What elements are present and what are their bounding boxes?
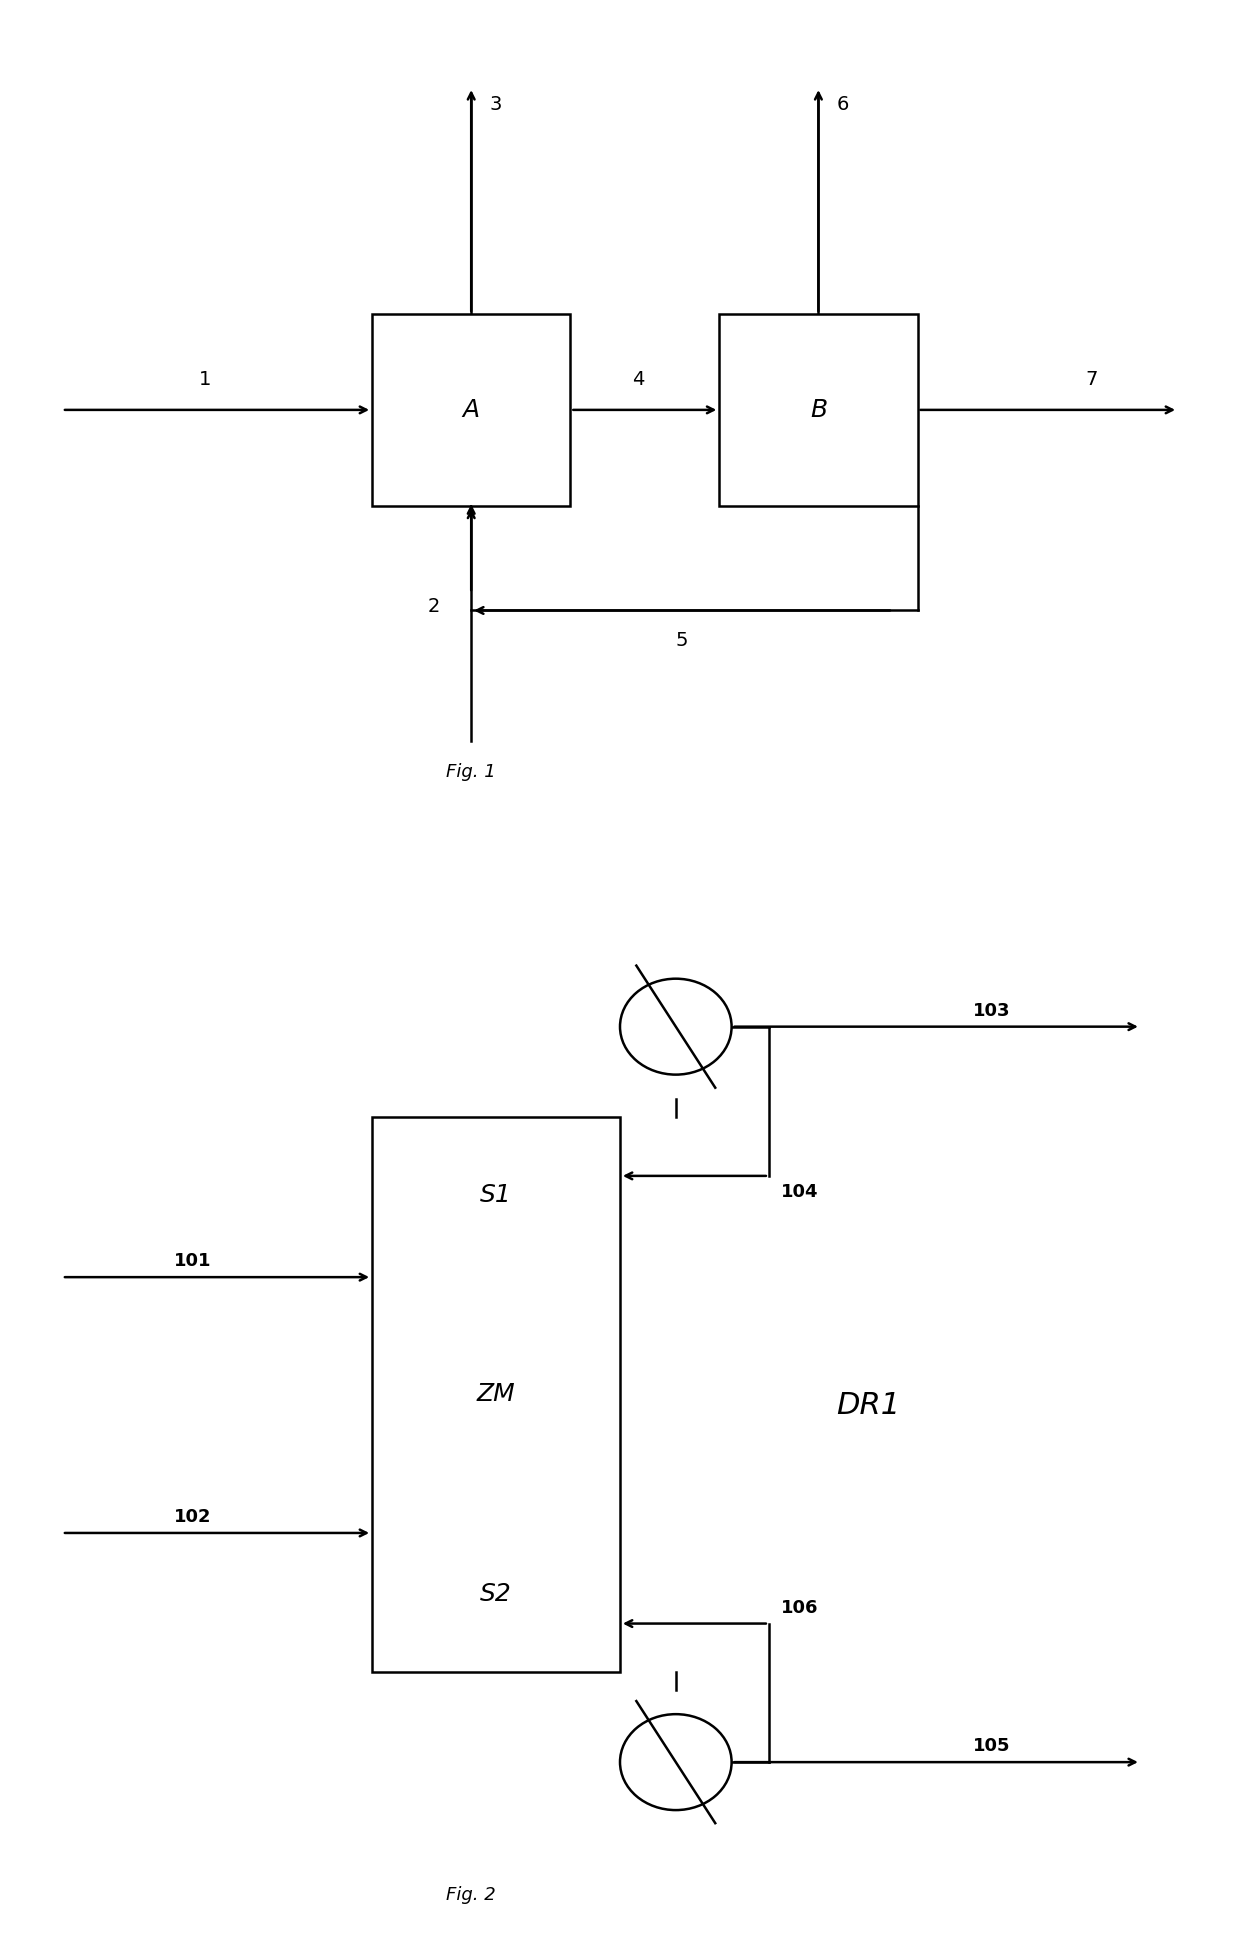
Text: A: A xyxy=(463,397,480,422)
Text: S2: S2 xyxy=(480,1581,512,1607)
Text: 6: 6 xyxy=(837,95,849,114)
Text: Fig. 1: Fig. 1 xyxy=(446,764,496,781)
Text: 104: 104 xyxy=(781,1182,818,1202)
Text: 101: 101 xyxy=(174,1252,211,1269)
Text: DR1: DR1 xyxy=(836,1391,900,1419)
Text: Fig. 2: Fig. 2 xyxy=(446,1886,496,1905)
Text: ZM: ZM xyxy=(476,1382,516,1407)
Text: 4: 4 xyxy=(632,370,645,390)
Text: 5: 5 xyxy=(676,632,688,651)
Text: 105: 105 xyxy=(973,1736,1011,1756)
Text: 106: 106 xyxy=(781,1599,818,1616)
Bar xyxy=(372,314,570,506)
Text: 3: 3 xyxy=(490,95,502,114)
Text: 102: 102 xyxy=(174,1508,211,1525)
Text: 103: 103 xyxy=(973,1002,1011,1019)
Text: B: B xyxy=(810,397,827,422)
Text: 2: 2 xyxy=(428,597,440,616)
Bar xyxy=(372,1116,620,1671)
Bar xyxy=(719,314,918,506)
Text: 7: 7 xyxy=(1085,370,1097,390)
Text: S1: S1 xyxy=(480,1182,512,1207)
Text: 1: 1 xyxy=(198,370,211,390)
